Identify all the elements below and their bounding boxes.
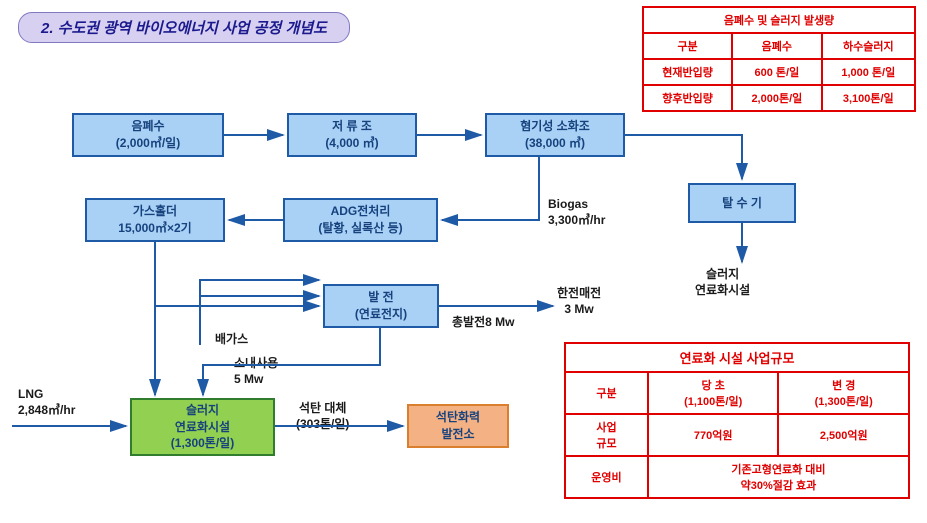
table2-r0c0: 사업 규모 (565, 414, 648, 456)
arrow-digester-dewater (625, 135, 742, 179)
table1-h0: 구분 (643, 33, 732, 59)
node-generation: 발 전 (연료전지) (323, 284, 439, 328)
table1-h2: 하수슬러지 (822, 33, 915, 59)
label-internal: 소내사용 5 Mw (234, 355, 278, 387)
node-storage-l2: (4,000 ㎥) (325, 135, 378, 152)
node-adg-l2: (탈황, 실록산 등) (318, 220, 402, 237)
node-digester-l1: 혐기성 소화조 (520, 118, 590, 135)
node-gasholder-l1: 가스홀더 (133, 203, 177, 220)
label-totalgen: 총발전8 Mw (452, 314, 514, 330)
table2-r1c0: 운영비 (565, 456, 648, 498)
node-wastewater-l2: (2,000㎥/일) (116, 135, 180, 152)
label-biogas: Biogas 3,300㎥/hr (548, 196, 605, 228)
label-sludge-fuel: 슬러지 연료화시설 (695, 266, 750, 298)
node-gasholder-l2: 15,000㎥×2기 (118, 220, 191, 237)
arrow-digester-adg (442, 157, 539, 220)
node-adg: ADG전처리 (탈황, 실록산 등) (283, 198, 438, 242)
table-fuel-scale: 연료화 시설 사업규모 구분 당 초 (1,100톤/일) 변 경 (1,300… (564, 342, 910, 499)
table-waste-generation: 음폐수 및 슬러지 발생량 구분 음폐수 하수슬러지 현재반입량 600 톤/일… (642, 6, 916, 112)
node-digester-l2: (38,000 ㎥) (525, 135, 585, 152)
label-kepco: 한전매전 3 Mw (557, 285, 601, 317)
node-gasholder: 가스홀더 15,000㎥×2기 (85, 198, 225, 242)
node-coal-l1: 석탄화력 (436, 409, 480, 426)
table1-r0c0: 현재반입량 (643, 59, 732, 85)
node-dewater: 탈 수 기 (688, 183, 796, 223)
arrow-gasholder-gen (155, 242, 319, 306)
node-fuel-l1: 슬러지 (186, 402, 219, 419)
table2-h1: 당 초 (1,100톤/일) (648, 372, 779, 414)
node-storage-l1: 저 류 조 (332, 118, 372, 135)
node-gen-l2: (연료전지) (355, 306, 407, 323)
table2-title: 연료화 시설 사업규모 (565, 343, 909, 372)
table2-r1c1: 기존고형연료화 대비 약30%절감 효과 (648, 456, 909, 498)
table1-r1c2: 3,100톤/일 (822, 85, 915, 111)
table1-title: 음폐수 및 슬러지 발생량 (643, 7, 915, 33)
table2-r0c2: 2,500억원 (778, 414, 909, 456)
table1-r1c1: 2,000톤/일 (732, 85, 821, 111)
table1-r0c2: 1,000 톤/일 (822, 59, 915, 85)
node-wastewater: 음폐수 (2,000㎥/일) (72, 113, 224, 157)
node-adg-l1: ADG전처리 (331, 203, 391, 220)
table1-h1: 음폐수 (732, 33, 821, 59)
node-storage: 저 류 조 (4,000 ㎥) (287, 113, 417, 157)
node-gen-l1: 발 전 (368, 289, 393, 306)
table1-r0c1: 600 톤/일 (732, 59, 821, 85)
table1-r1c0: 향후반입량 (643, 85, 732, 111)
table2-h0: 구분 (565, 372, 648, 414)
table2-r0c1: 770억원 (648, 414, 779, 456)
node-coal-plant: 석탄화력 발전소 (407, 404, 509, 448)
section-title: 2. 수도권 광역 바이오에너지 사업 공정 개념도 (18, 12, 350, 43)
node-dewater-l1: 탈 수 기 (722, 195, 762, 212)
node-wastewater-l1: 음폐수 (131, 118, 164, 135)
table2-h2: 변 경 (1,300톤/일) (778, 372, 909, 414)
node-coal-l2: 발전소 (441, 426, 474, 443)
label-exhaust: 배가스 (215, 331, 248, 347)
node-fuel-l3: (1,300톤/일) (171, 435, 234, 452)
node-digester: 혐기성 소화조 (38,000 ㎥) (485, 113, 625, 157)
label-coalreplace: 석탄 대체 (303톤/일) (296, 400, 349, 432)
label-lng: LNG 2,848㎥/hr (18, 386, 75, 418)
node-fuel-l2: 연료화시설 (175, 419, 230, 436)
node-sludge-fuel: 슬러지 연료화시설 (1,300톤/일) (130, 398, 275, 456)
